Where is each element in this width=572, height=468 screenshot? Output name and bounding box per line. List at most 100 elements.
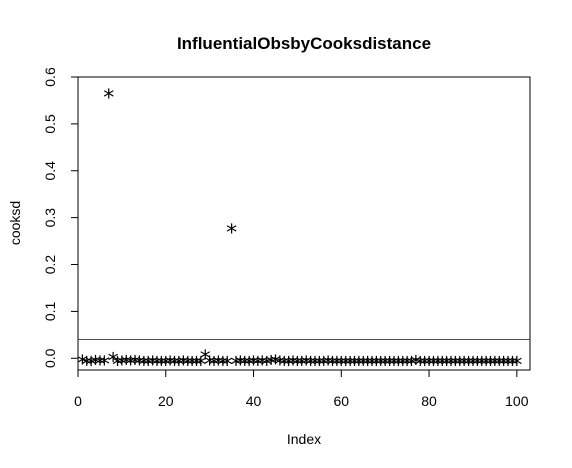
data-points: ****************************************… <box>77 86 522 378</box>
data-point: * <box>459 353 470 378</box>
data-point: * <box>130 352 141 377</box>
y-tick-label: 0.5 <box>42 114 58 134</box>
data-point: * <box>301 353 312 378</box>
data-point: * <box>121 352 132 377</box>
data-point: * <box>393 353 404 378</box>
data-point: * <box>494 353 505 378</box>
data-point: * <box>116 353 127 378</box>
data-point: * <box>318 353 329 378</box>
data-point: * <box>77 352 88 377</box>
x-tick-label: 0 <box>74 393 82 409</box>
data-point: * <box>380 353 391 378</box>
data-point: * <box>248 353 259 378</box>
data-point: * <box>165 353 176 378</box>
data-point: * <box>182 353 193 378</box>
data-point: * <box>90 352 101 377</box>
x-axis: 0 20 40 60 80 100 <box>74 369 529 409</box>
data-point: * <box>235 353 246 378</box>
data-point: * <box>213 353 224 378</box>
data-point: * <box>187 353 198 378</box>
data-point: * <box>239 353 250 378</box>
data-point: * <box>349 353 360 378</box>
data-point: * <box>375 353 386 378</box>
data-point: * <box>279 353 290 378</box>
data-point: * <box>151 353 162 378</box>
data-point: * <box>428 353 439 378</box>
data-point: * <box>340 353 351 378</box>
data-point: * <box>371 353 382 378</box>
x-tick-label: 40 <box>246 393 262 409</box>
data-point: * <box>257 353 268 378</box>
data-point: * <box>195 353 206 378</box>
data-point: * <box>362 353 373 378</box>
data-point: * <box>270 352 281 377</box>
data-point: * <box>511 353 522 378</box>
data-point: * <box>178 353 189 378</box>
data-point: * <box>314 353 325 378</box>
data-point: * <box>173 353 184 378</box>
y-tick-label: 0.0 <box>42 348 58 368</box>
data-point: * <box>415 353 426 378</box>
data-point: * <box>147 353 158 378</box>
data-point: * <box>204 353 215 378</box>
x-tick-label: 80 <box>421 393 437 409</box>
data-point: * <box>437 353 448 378</box>
data-point: * <box>226 221 237 246</box>
data-point: * <box>134 353 145 378</box>
data-point: * <box>160 353 171 378</box>
data-point: * <box>244 353 255 378</box>
data-point: * <box>336 353 347 378</box>
data-point: * <box>266 352 277 377</box>
data-point: * <box>463 353 474 378</box>
data-point: * <box>388 353 399 378</box>
data-point: * <box>292 353 303 378</box>
data-point: * <box>169 353 180 378</box>
data-point: * <box>419 353 430 378</box>
data-point: * <box>406 353 417 378</box>
data-point: * <box>261 353 272 378</box>
data-point: * <box>485 353 496 378</box>
data-point: * <box>209 353 220 378</box>
data-point: * <box>274 353 285 378</box>
data-point: * <box>309 353 320 378</box>
data-point: * <box>367 353 378 378</box>
y-tick-label: 0.2 <box>42 255 58 275</box>
data-point: * <box>353 353 364 378</box>
data-point: * <box>476 353 487 378</box>
data-point: * <box>503 353 514 378</box>
data-point: * <box>432 353 443 378</box>
x-tick-label: 60 <box>334 393 350 409</box>
data-point: * <box>384 353 395 378</box>
y-axis-label: cooksd <box>7 201 23 245</box>
data-point: * <box>94 353 105 378</box>
y-tick-label: 0.3 <box>42 208 58 228</box>
data-point: * <box>305 353 316 378</box>
data-point: * <box>143 353 154 378</box>
data-point: * <box>103 86 114 111</box>
data-point: * <box>200 347 211 372</box>
data-point: * <box>108 350 119 375</box>
y-tick-label: 0.4 <box>42 161 58 181</box>
data-point: * <box>125 353 136 378</box>
data-point: * <box>489 353 500 378</box>
data-point: * <box>86 353 97 378</box>
chart-title: InfluentialObsbyCooksdistance <box>177 34 431 53</box>
y-axis: 0.0 0.1 0.2 0.3 0.4 0.5 0.6 <box>42 67 79 368</box>
y-tick-label: 0.6 <box>42 67 58 87</box>
data-point: * <box>138 353 149 378</box>
data-point: * <box>331 353 342 378</box>
data-point: * <box>283 353 294 378</box>
y-tick-label: 0.1 <box>42 301 58 321</box>
data-point: * <box>507 353 518 378</box>
data-point: * <box>467 353 478 378</box>
x-axis-label: Index <box>287 431 321 447</box>
data-point: * <box>230 353 241 378</box>
data-point: * <box>112 353 123 378</box>
data-point: * <box>450 353 461 378</box>
data-point: * <box>424 353 435 378</box>
data-point: * <box>99 353 110 378</box>
data-point: * <box>498 353 509 378</box>
x-tick-label: 20 <box>158 393 174 409</box>
data-point: * <box>156 353 167 378</box>
